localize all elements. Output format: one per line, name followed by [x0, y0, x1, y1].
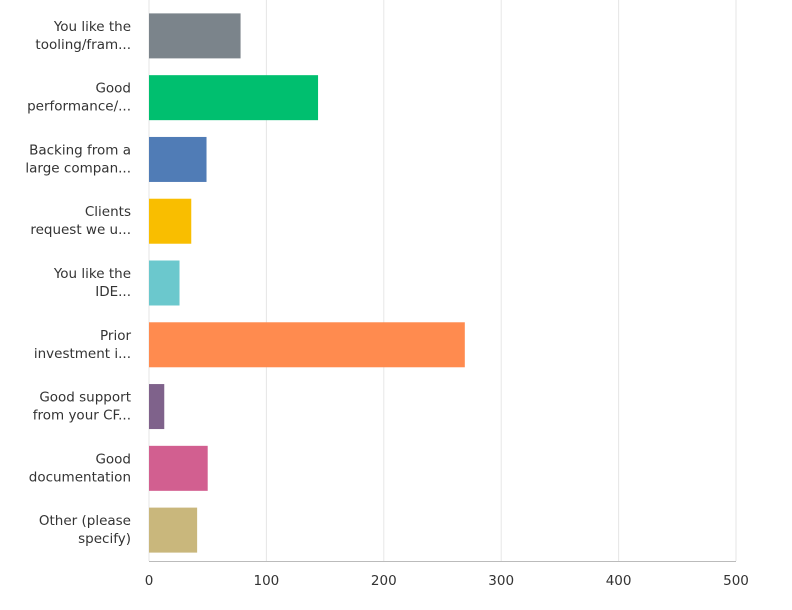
y-tick-label: documentation — [29, 469, 131, 485]
y-tick-label: large compan... — [25, 160, 131, 176]
y-tick-label: Clients — [85, 204, 131, 220]
y-tick-label: tooling/fram... — [35, 37, 131, 53]
bar — [149, 198, 192, 244]
y-tick-label: Backing from a — [29, 142, 131, 158]
y-tick-label: Prior — [100, 328, 131, 344]
bar — [149, 136, 207, 182]
bar — [149, 384, 165, 430]
bar — [149, 13, 241, 59]
y-tick-label: Other (please — [39, 513, 131, 529]
bar — [149, 507, 198, 553]
x-tick-label: 300 — [488, 573, 514, 589]
y-tick-label: You like the — [53, 266, 131, 282]
y-tick-label: You like the — [53, 19, 131, 35]
y-tick-label: Good — [95, 81, 131, 97]
x-tick-label: 500 — [723, 573, 749, 589]
bar — [149, 445, 208, 491]
x-tick-label: 100 — [254, 573, 280, 589]
x-tick-label: 0 — [145, 573, 154, 589]
y-tick-label: Good support — [39, 390, 131, 406]
x-tick-label: 200 — [371, 573, 397, 589]
x-tick-label: 400 — [606, 573, 632, 589]
y-tick-label: Good — [95, 451, 131, 467]
bar — [149, 75, 319, 121]
y-tick-label: request we u... — [30, 222, 131, 238]
y-tick-label: IDE... — [95, 284, 131, 300]
bar — [149, 260, 180, 306]
bar — [149, 322, 465, 368]
y-tick-label: specify) — [78, 531, 131, 547]
y-tick-label: investment i... — [34, 346, 131, 362]
y-tick-label: from your CF... — [33, 408, 131, 424]
y-tick-label: performance/... — [27, 99, 131, 115]
